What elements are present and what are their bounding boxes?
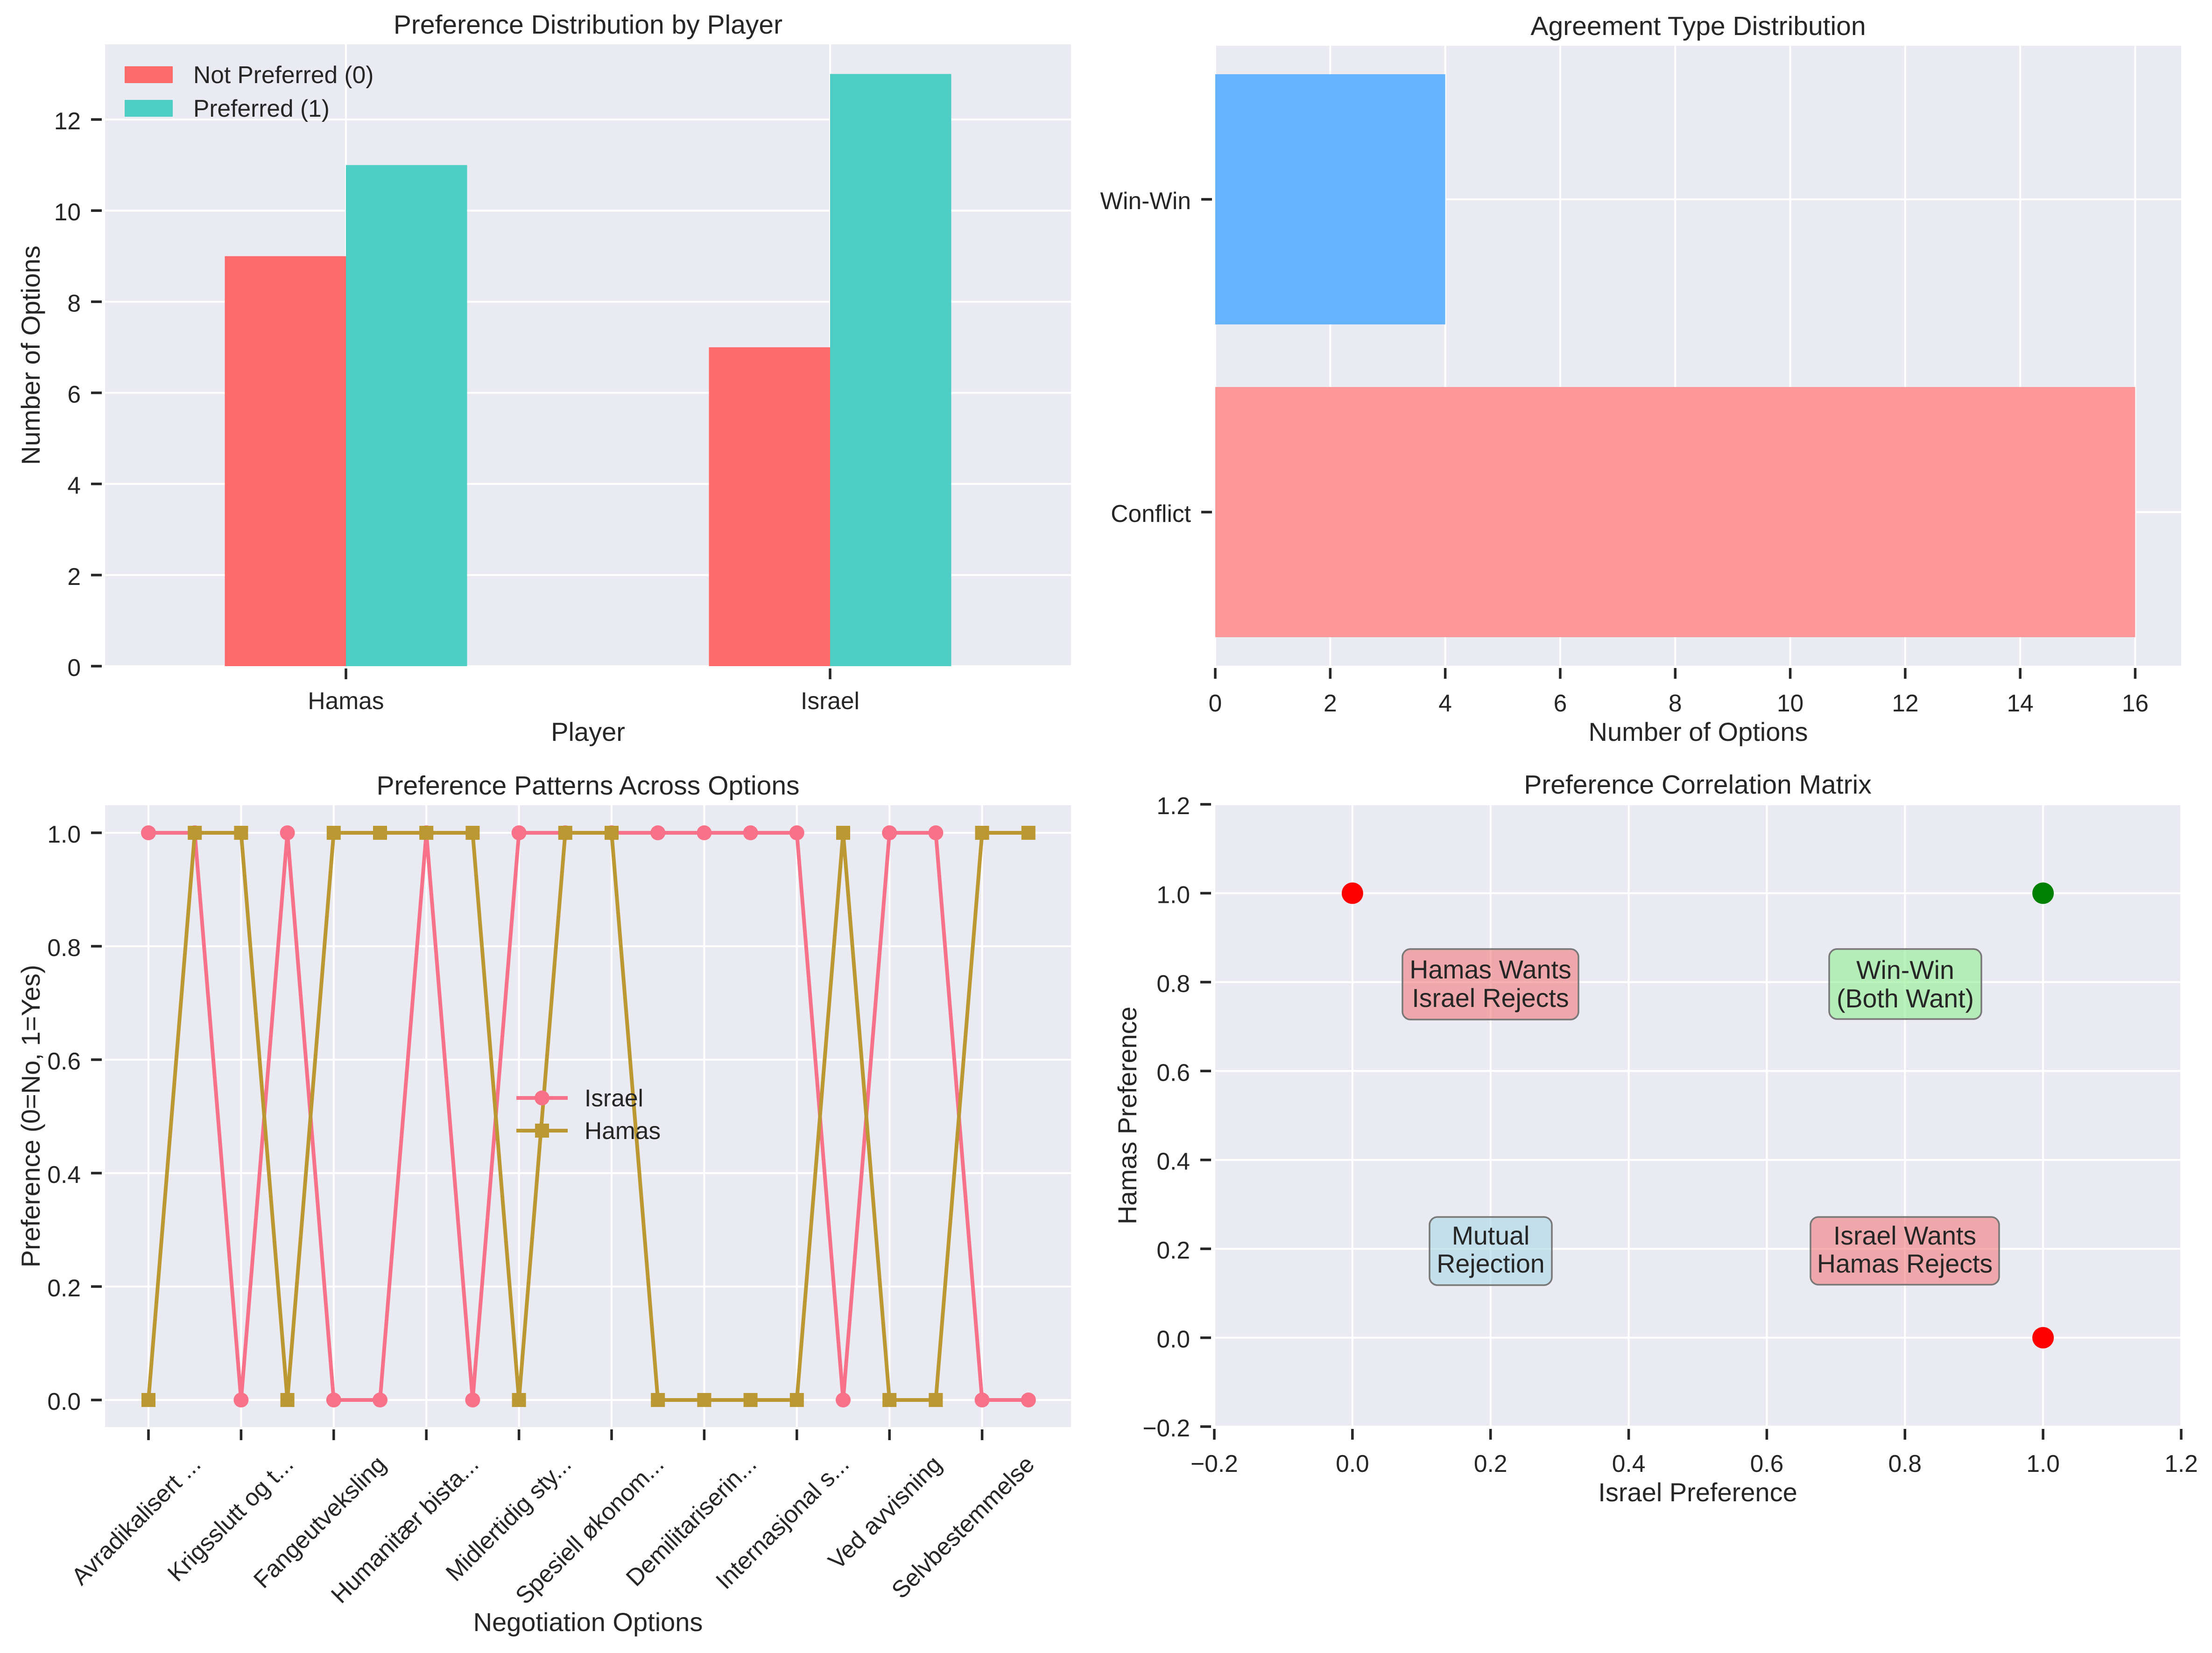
svg-text:0.4: 0.4 (1612, 1450, 1646, 1477)
svg-text:1.2: 1.2 (2164, 1450, 2198, 1477)
svg-text:Player: Player (551, 717, 625, 746)
svg-text:Hamas Rejects: Hamas Rejects (1817, 1249, 1993, 1278)
svg-text:0.2: 0.2 (1156, 1237, 1190, 1264)
svg-text:0.8: 0.8 (1888, 1450, 1922, 1477)
svg-text:Hamas: Hamas (308, 687, 384, 714)
svg-text:Preference Distribution by Pla: Preference Distribution by Player (394, 10, 782, 40)
svg-text:12: 12 (1892, 689, 1918, 717)
svg-text:Negotiation Options: Negotiation Options (473, 1607, 703, 1637)
svg-text:Rejection: Rejection (1437, 1249, 1544, 1278)
svg-text:2: 2 (1324, 689, 1337, 717)
svg-text:2: 2 (67, 563, 81, 590)
svg-text:8: 8 (67, 289, 81, 317)
svg-text:Agreement Type Distribution: Agreement Type Distribution (1530, 11, 1866, 41)
svg-text:1.0: 1.0 (47, 821, 81, 848)
svg-text:Hamas: Hamas (585, 1117, 661, 1144)
svg-text:0.6: 0.6 (1156, 1059, 1190, 1086)
svg-text:0.8: 0.8 (47, 934, 81, 961)
svg-text:Hamas Wants: Hamas Wants (1409, 955, 1571, 984)
svg-text:12: 12 (54, 107, 81, 134)
svg-text:4: 4 (1438, 689, 1452, 717)
svg-text:0.4: 0.4 (47, 1161, 81, 1188)
svg-text:Israel Rejects: Israel Rejects (1412, 984, 1569, 1013)
svg-text:0.2: 0.2 (47, 1274, 81, 1301)
svg-text:Hamas Preference: Hamas Preference (1113, 1006, 1142, 1224)
svg-text:14: 14 (2007, 689, 2034, 717)
svg-text:(Both Want): (Both Want) (1837, 984, 1974, 1013)
svg-text:6: 6 (67, 381, 81, 408)
svg-text:Israel: Israel (801, 687, 859, 714)
svg-text:Israel Preference: Israel Preference (1598, 1477, 1797, 1507)
svg-text:Preference (0=No, 1=Yes): Preference (0=No, 1=Yes) (16, 965, 45, 1268)
svg-text:0.6: 0.6 (47, 1048, 81, 1075)
svg-text:0.2: 0.2 (1474, 1450, 1508, 1477)
svg-text:Preferred (1): Preferred (1) (193, 95, 330, 122)
svg-text:0.0: 0.0 (47, 1388, 81, 1415)
svg-text:Conflict: Conflict (1111, 500, 1191, 527)
svg-text:Win-Win: Win-Win (1856, 956, 1954, 985)
svg-text:Israel: Israel (585, 1084, 643, 1111)
svg-text:0: 0 (1209, 689, 1222, 717)
svg-text:0.8: 0.8 (1156, 970, 1190, 997)
svg-text:8: 8 (1669, 689, 1682, 717)
svg-text:0: 0 (67, 654, 81, 681)
svg-text:16: 16 (2122, 689, 2149, 717)
svg-text:Number of Options: Number of Options (1589, 717, 1808, 746)
svg-text:1.0: 1.0 (1156, 881, 1190, 908)
svg-text:Mutual: Mutual (1452, 1221, 1530, 1250)
svg-text:0.0: 0.0 (1156, 1326, 1190, 1353)
svg-text:−0.2: −0.2 (1142, 1414, 1190, 1442)
svg-text:1.0: 1.0 (2026, 1450, 2060, 1477)
svg-text:Win-Win: Win-Win (1100, 187, 1191, 214)
svg-text:Israel Wants: Israel Wants (1833, 1221, 1976, 1250)
svg-text:10: 10 (1777, 689, 1803, 717)
svg-text:−0.2: −0.2 (1191, 1450, 1238, 1477)
svg-text:10: 10 (54, 198, 81, 225)
svg-text:Number of Options: Number of Options (16, 246, 45, 465)
svg-text:0.0: 0.0 (1336, 1450, 1369, 1477)
svg-text:0.6: 0.6 (1750, 1450, 1784, 1477)
svg-text:4: 4 (67, 472, 81, 499)
svg-text:Preference Correlation Matrix: Preference Correlation Matrix (1524, 770, 1871, 800)
svg-text:1.2: 1.2 (1156, 792, 1190, 819)
svg-text:6: 6 (1554, 689, 1567, 717)
svg-text:Preference Patterns Across Opt: Preference Patterns Across Options (376, 771, 799, 801)
svg-text:Not Preferred (0): Not Preferred (0) (193, 61, 373, 88)
svg-text:0.4: 0.4 (1156, 1148, 1190, 1175)
